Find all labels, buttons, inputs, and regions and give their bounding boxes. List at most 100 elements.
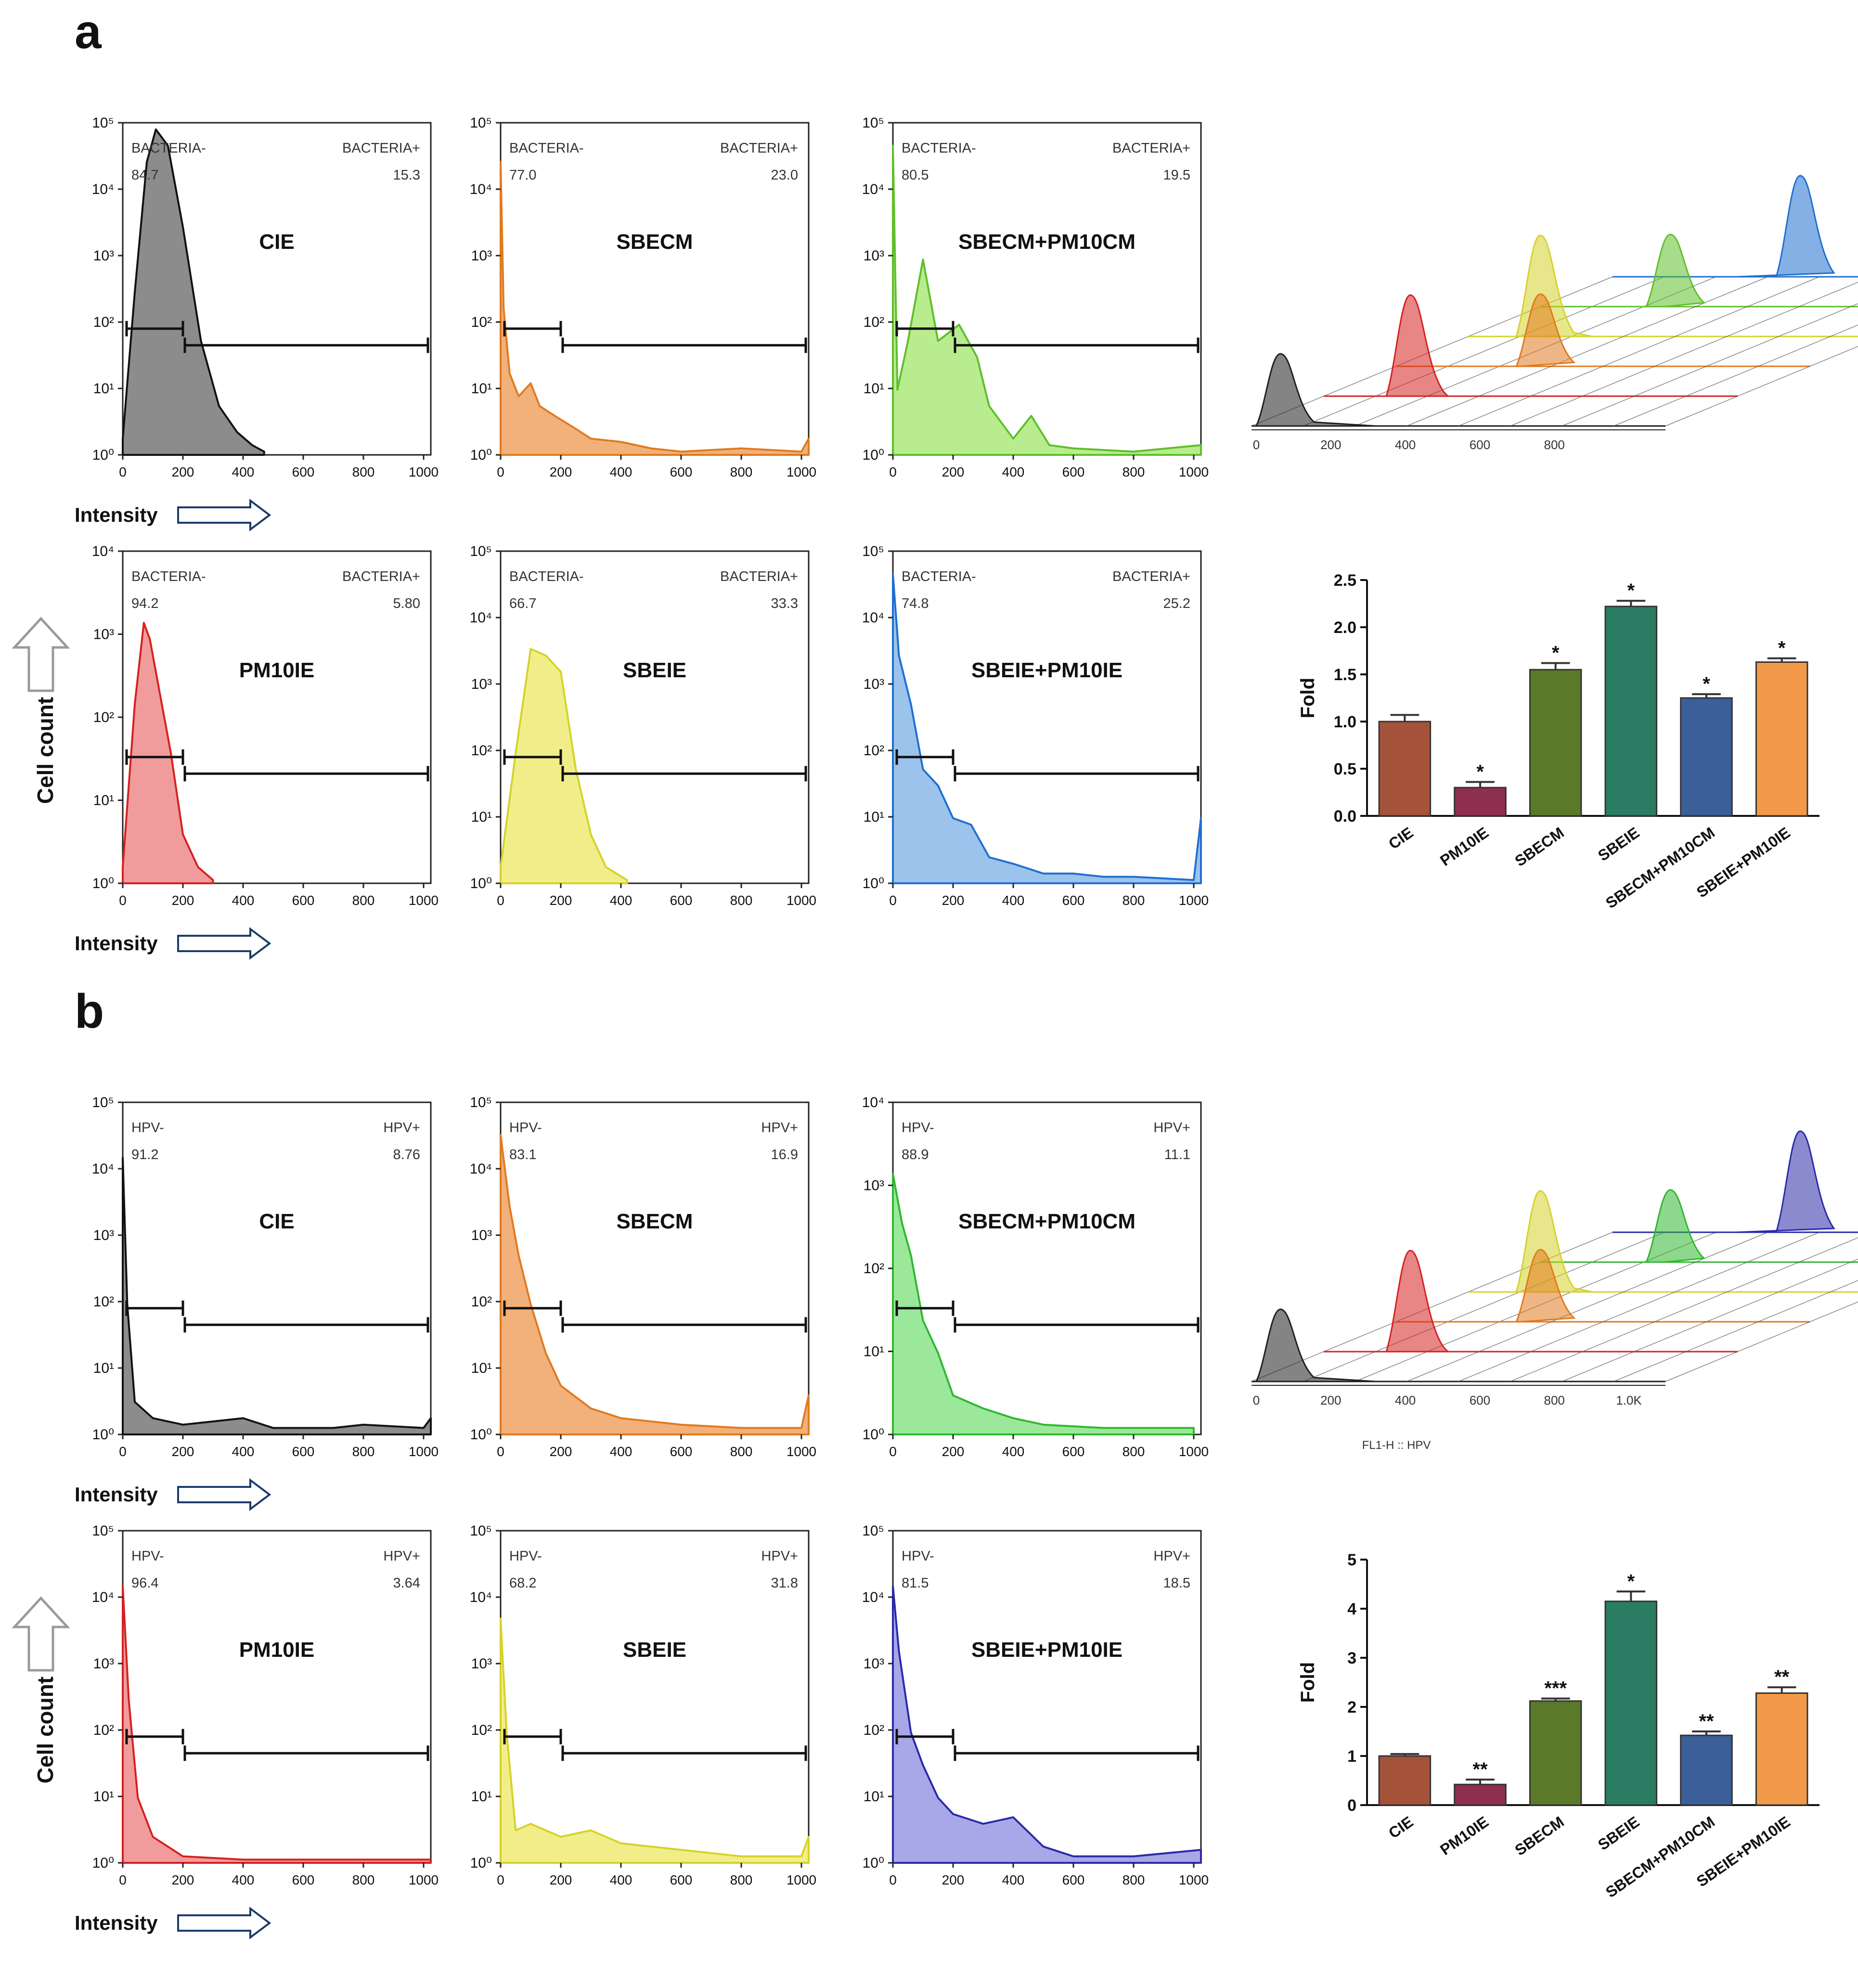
x-tick-label: 400 xyxy=(232,893,255,908)
x-tick-label: 200 xyxy=(172,893,194,908)
gate-negative-label: HPV- xyxy=(131,1549,164,1564)
y-tick-label: 10⁰ xyxy=(470,876,492,891)
gate-positive-label: HPV+ xyxy=(383,1120,420,1136)
x-tick-label: 0 xyxy=(119,893,127,908)
panel-label: b xyxy=(75,984,104,1038)
y-tick-label: 10⁴ xyxy=(92,181,114,197)
overlay-x-tick: 200 xyxy=(1320,438,1341,452)
y-tick-label: 10² xyxy=(864,743,884,759)
sample-label: CIE xyxy=(259,1210,294,1233)
significance-mark: ** xyxy=(1774,1666,1790,1688)
bar-y-axis-label: Fold xyxy=(1297,678,1318,718)
x-tick-label: 1000 xyxy=(787,1444,816,1459)
gate-negative-percent: 74.8 xyxy=(902,596,929,611)
gate-negative-percent: 96.4 xyxy=(131,1575,158,1591)
overlay-grid xyxy=(1561,1258,1858,1382)
overlay-peak xyxy=(1613,1130,1835,1233)
bar-category-label: CIE xyxy=(1385,1813,1416,1842)
x-tick-label: 600 xyxy=(1062,1872,1085,1887)
y-tick-label: 10³ xyxy=(471,676,492,692)
gate-negative-label: HPV- xyxy=(902,1120,934,1136)
x-tick-label: 600 xyxy=(292,893,315,908)
gate-positive-percent: 11.1 xyxy=(1164,1147,1190,1162)
significance-mark: * xyxy=(1552,642,1560,663)
x-tick-label: 1000 xyxy=(409,1444,439,1459)
x-tick-label: 200 xyxy=(942,465,965,479)
sample-label: SBEIE+PM10IE xyxy=(971,1638,1123,1662)
gate-positive-percent: 3.64 xyxy=(393,1575,420,1591)
overlay-grid xyxy=(1303,276,1664,426)
gate-negative-label: BACTERIA- xyxy=(509,569,584,584)
y-tick-label: 10⁰ xyxy=(863,876,884,891)
bar-category-label: SBECM xyxy=(1511,1813,1567,1859)
x-tick-label: 1000 xyxy=(787,1872,816,1887)
gate-positive-label: HPV+ xyxy=(1153,1549,1190,1564)
gate-negative-label: HPV- xyxy=(509,1549,542,1564)
y-tick-label: 10² xyxy=(93,1722,114,1738)
x-tick-label: 200 xyxy=(550,1872,572,1887)
gate-negative-percent: 81.5 xyxy=(902,1575,929,1591)
flow-histogram-sbecm: 10⁰ 10¹ 10² 10³ 10⁴ 10⁵ 0 200 400 600 800 1000 BACTE… xyxy=(470,115,816,479)
histogram-frame xyxy=(122,1101,432,1435)
bar-category-label: CIE xyxy=(1385,824,1416,852)
y-tick-label: 10⁵ xyxy=(92,115,114,131)
y-tick-label: 10⁰ xyxy=(470,1855,492,1871)
bar-y-tick-label: 4 xyxy=(1347,1600,1356,1618)
gate-negative-percent: 83.1 xyxy=(509,1147,536,1162)
gate-positive-label: HPV+ xyxy=(383,1549,420,1564)
gate-positive-percent: 8.76 xyxy=(393,1147,420,1162)
overlay-grid xyxy=(1458,1232,1820,1382)
significance-mark: ** xyxy=(1699,1711,1714,1732)
y-tick-label: 10⁴ xyxy=(470,1161,492,1177)
gate-negative-label: BACTERIA- xyxy=(509,141,584,156)
x-tick-label: 1000 xyxy=(1179,465,1209,479)
overlay-x-tick: 0 xyxy=(1253,1393,1260,1407)
y-tick-label: 10⁴ xyxy=(862,1589,884,1605)
overlay-x-tick: 1.0K xyxy=(1616,1393,1642,1407)
x-tick-label: 800 xyxy=(1123,893,1145,908)
overlay-peak xyxy=(1324,294,1450,397)
x-tick-label: 200 xyxy=(550,465,572,479)
bar-sbeie xyxy=(1604,1601,1658,1806)
y-tick-label: 10³ xyxy=(471,1227,492,1243)
x-tick-label: 0 xyxy=(497,1444,504,1459)
y-tick-label: 10⁰ xyxy=(863,1855,884,1871)
gate-negative-percent: 84.7 xyxy=(131,168,158,183)
flow-histogram-sbeie: 10⁰ 10¹ 10² 10³ 10⁴ 10⁵ 0 200 400 600 800 1000 HPV- 6… xyxy=(470,1523,816,1887)
sample-label: PM10IE xyxy=(239,658,315,682)
sample-label: SBEIE xyxy=(623,658,686,682)
x-tick-label: 400 xyxy=(610,893,632,908)
y-tick-label: 10³ xyxy=(93,248,114,264)
bar-sbeie xyxy=(1604,606,1658,817)
y-tick-label: 10⁴ xyxy=(862,181,884,197)
y-tick-label: 10² xyxy=(93,314,114,330)
sample-label: SBEIE+PM10IE xyxy=(971,658,1123,682)
y-tick-label: 10¹ xyxy=(93,793,114,809)
overlay-x-tick: 800 xyxy=(1544,1393,1565,1407)
x-tick-label: 400 xyxy=(610,1872,632,1887)
histogram-frame xyxy=(500,1530,810,1864)
bar-category-label: SBEIE xyxy=(1595,1813,1642,1854)
gate-positive-percent: 18.5 xyxy=(1163,1575,1190,1591)
x-tick-label: 0 xyxy=(497,1872,504,1887)
sample-label: SBECM xyxy=(617,1210,693,1233)
significance-mark: *** xyxy=(1544,1678,1567,1699)
x-tick-label: 1000 xyxy=(787,893,816,908)
y-tick-label: 10⁴ xyxy=(92,543,114,559)
cell-count-arrow-icon xyxy=(12,1596,70,1672)
x-tick-label: 1000 xyxy=(1179,1872,1209,1887)
gate-positive-percent: 25.2 xyxy=(1163,596,1190,611)
intensity-arrow-icon xyxy=(177,499,271,531)
gate-positive-percent: 16.9 xyxy=(771,1147,798,1162)
x-tick-label: 400 xyxy=(1002,465,1025,479)
x-tick-label: 600 xyxy=(670,1444,693,1459)
x-tick-label: 0 xyxy=(889,1444,897,1459)
overlay-grid xyxy=(1665,1301,1858,1382)
gate-positive-label: BACTERIA+ xyxy=(720,569,798,584)
bar-category-label: SBECM xyxy=(1511,824,1567,870)
overlay-grid xyxy=(1561,303,1858,426)
overlay-peak xyxy=(1324,1250,1450,1353)
bar-y-tick-label: 1 xyxy=(1347,1747,1356,1766)
x-tick-label: 200 xyxy=(172,1872,194,1887)
